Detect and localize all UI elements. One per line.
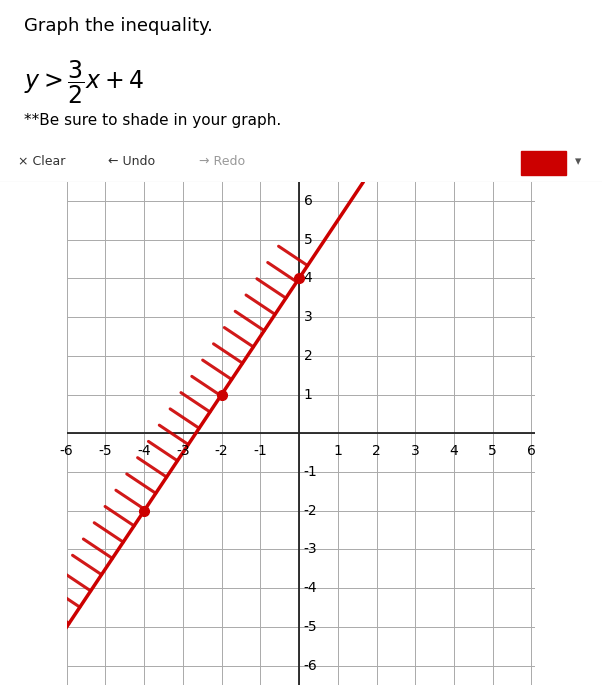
Text: 6: 6	[304, 194, 312, 208]
Text: -2: -2	[304, 503, 317, 518]
Text: 1: 1	[304, 388, 312, 401]
Text: 4: 4	[450, 444, 458, 458]
Text: -3: -3	[176, 444, 190, 458]
Text: -6: -6	[304, 659, 317, 673]
Bar	[521, 151, 566, 175]
Text: ← Undo: ← Undo	[108, 155, 155, 169]
Text: -5: -5	[304, 620, 317, 634]
Text: Graph the inequality.: Graph the inequality.	[24, 17, 213, 35]
Text: -3: -3	[304, 543, 317, 556]
Text: -6: -6	[60, 444, 73, 458]
Text: → Redo: → Redo	[199, 155, 245, 169]
Text: -4: -4	[304, 581, 317, 595]
Text: -1: -1	[253, 444, 267, 458]
Text: -2: -2	[215, 444, 228, 458]
Text: $y > \dfrac{3}{2}x + 4$: $y > \dfrac{3}{2}x + 4$	[24, 58, 144, 105]
Text: -4: -4	[137, 444, 151, 458]
Text: 2: 2	[304, 349, 312, 363]
Text: 4: 4	[304, 271, 312, 286]
Text: 2: 2	[372, 444, 381, 458]
Text: 3: 3	[411, 444, 420, 458]
Text: -5: -5	[99, 444, 112, 458]
Text: -1: -1	[304, 465, 317, 479]
Text: 1: 1	[334, 444, 342, 458]
Text: **Be sure to shade in your graph.: **Be sure to shade in your graph.	[24, 113, 281, 128]
Text: 3: 3	[304, 310, 312, 324]
Text: × Clear: × Clear	[18, 155, 66, 169]
Text: 5: 5	[304, 233, 312, 247]
Text: 6: 6	[527, 444, 536, 458]
Text: ▾: ▾	[575, 155, 581, 169]
Text: 5: 5	[488, 444, 497, 458]
